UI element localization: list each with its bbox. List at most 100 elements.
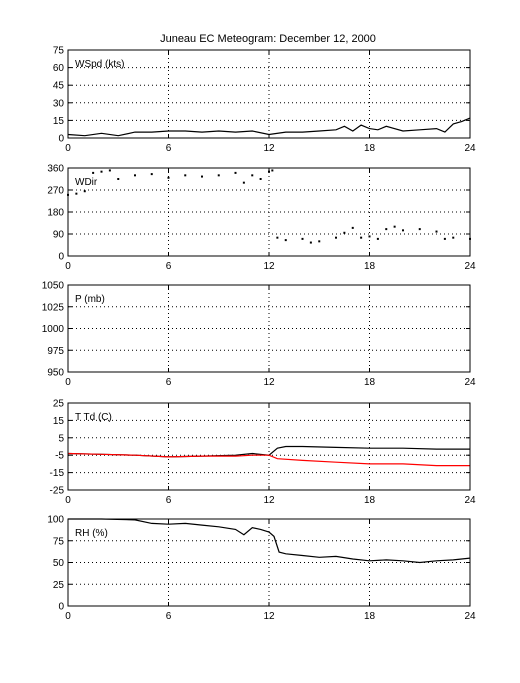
data-point-wdir <box>376 237 379 240</box>
x-tick-label: 24 <box>464 143 476 154</box>
data-point-wdir <box>418 228 421 231</box>
data-point-wdir <box>184 174 187 177</box>
data-point-wdir <box>150 173 153 176</box>
panel-label: T Td (C) <box>75 412 112 423</box>
data-point-wdir <box>251 174 254 177</box>
y-tick-label: 0 <box>58 134 64 145</box>
data-point-wdir <box>335 236 337 239</box>
y-tick-label: 90 <box>53 230 65 241</box>
x-tick-label: 18 <box>364 611 376 622</box>
x-tick-label: 12 <box>263 143 275 154</box>
data-point-wdir <box>318 240 321 243</box>
data-point-wdir <box>259 178 262 180</box>
x-tick-label: 24 <box>464 611 476 622</box>
x-tick-label: 24 <box>464 495 476 506</box>
y-tick-label: 45 <box>53 81 65 92</box>
data-point-wdir <box>276 236 279 239</box>
data-point-wdir <box>108 169 111 172</box>
y-tick-label: 0 <box>58 602 64 613</box>
y-tick-label: 1050 <box>42 281 65 292</box>
y-tick-label: 15 <box>53 116 65 127</box>
data-point-wdir <box>351 226 354 229</box>
y-tick-label: 270 <box>47 186 64 197</box>
x-tick-label: 18 <box>364 377 376 388</box>
series-line-t-td-c-1 <box>67 452 470 467</box>
data-point-wdir <box>343 231 346 234</box>
x-tick-label: 18 <box>364 143 376 154</box>
y-tick-label: 360 <box>47 164 64 175</box>
y-tick-label: 1000 <box>42 324 65 335</box>
data-point-wdir <box>100 170 103 173</box>
x-tick-label: 12 <box>263 261 275 272</box>
data-point-wdir <box>309 241 312 244</box>
panel-label: WSpd (kts) <box>75 59 124 70</box>
data-point-wdir <box>201 175 203 178</box>
data-point-wdir <box>443 237 446 240</box>
figure-title: Juneau EC Meteogram: December 12, 2000 <box>160 33 376 45</box>
y-tick-label: 75 <box>53 46 65 57</box>
y-tick-label: 25 <box>53 580 65 591</box>
data-point-wdir <box>452 236 455 239</box>
y-tick-label: 30 <box>53 98 65 109</box>
series-line-wspd-kts-0 <box>67 117 471 137</box>
panel-p-mb: 0 6 12 18 24 950 975 1000 1025 1050 P (mb) <box>42 281 476 389</box>
y-tick-label: 60 <box>53 63 65 74</box>
y-tick-label: 15 <box>53 416 65 427</box>
x-tick-label: 24 <box>464 261 476 272</box>
x-tick-label: 12 <box>263 495 275 506</box>
y-tick-label: -25 <box>50 486 65 497</box>
y-tick-label: 1025 <box>42 302 65 313</box>
data-point-wdir <box>284 239 287 242</box>
y-tick-label: 950 <box>47 368 64 379</box>
y-tick-label: 5 <box>58 433 64 444</box>
series-line-rh-0 <box>68 518 471 564</box>
y-tick-label: 0 <box>58 252 64 263</box>
data-point-wdir <box>167 176 170 179</box>
panel-t-td-c: 0 6 12 18 24 -25 -15 -5 5 15 25 T Td (C) <box>50 399 476 507</box>
data-point-wdir <box>242 181 245 184</box>
panel-wspd-kts: 0 6 12 18 24 0 15 30 45 60 75 WSpd (kts) <box>53 46 476 155</box>
x-tick-label: 18 <box>364 495 376 506</box>
data-point-wdir <box>393 225 396 228</box>
x-tick-label: 6 <box>166 261 172 272</box>
data-point-wdir <box>92 171 95 174</box>
x-tick-label: 0 <box>65 377 71 388</box>
data-point-wdir <box>271 169 274 172</box>
x-tick-label: 0 <box>65 261 71 272</box>
data-point-wdir <box>301 237 304 240</box>
x-tick-label: 12 <box>263 611 275 622</box>
data-point-wdir <box>435 230 438 233</box>
x-tick-label: 6 <box>166 611 172 622</box>
data-point-wdir <box>234 171 237 174</box>
panel-wdir: 0 6 12 18 24 0 90 180 270 360 WDir <box>47 164 476 273</box>
x-tick-label: 0 <box>65 143 71 154</box>
y-tick-label: 50 <box>53 558 65 569</box>
panel-rh: 0 6 12 18 24 0 25 50 75 100 RH (%) <box>47 515 476 623</box>
data-point-wdir <box>385 228 388 231</box>
x-tick-label: 0 <box>65 495 71 506</box>
y-tick-label: -15 <box>50 468 65 479</box>
data-point-wdir <box>360 236 363 239</box>
x-tick-label: 6 <box>166 143 172 154</box>
x-tick-label: 24 <box>464 377 476 388</box>
x-tick-label: 6 <box>166 495 172 506</box>
data-point-wdir <box>368 235 371 238</box>
y-tick-label: 25 <box>53 399 65 410</box>
y-tick-label: 100 <box>47 515 64 526</box>
data-point-wdir <box>117 178 120 180</box>
y-tick-label: -5 <box>55 451 64 462</box>
x-tick-label: 0 <box>65 611 71 622</box>
y-tick-label: 975 <box>47 346 64 357</box>
y-tick-label: 180 <box>47 208 64 219</box>
plot-area <box>68 403 470 490</box>
panel-label: WDir <box>75 177 98 188</box>
data-point-wdir <box>134 174 136 177</box>
x-tick-label: 18 <box>364 261 376 272</box>
data-point-wdir <box>217 174 220 177</box>
x-tick-label: 12 <box>263 377 275 388</box>
data-point-wdir <box>402 229 404 232</box>
data-point-wdir <box>75 192 78 195</box>
data-point-wdir <box>83 190 86 193</box>
